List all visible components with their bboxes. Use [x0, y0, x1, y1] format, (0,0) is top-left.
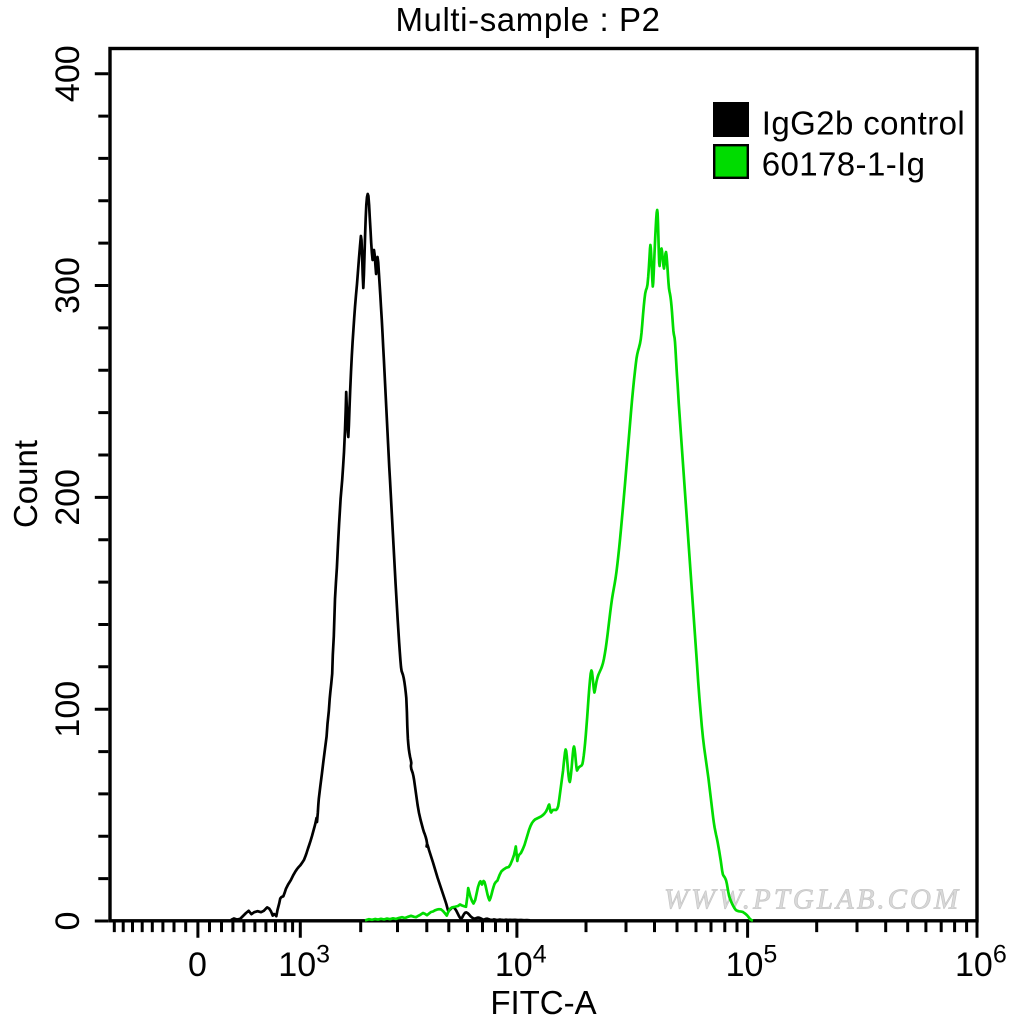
svg-text:0: 0	[49, 912, 87, 931]
svg-text:60178-1-Ig: 60178-1-Ig	[762, 146, 926, 183]
svg-text:103: 103	[278, 941, 330, 985]
svg-text:100: 100	[49, 681, 87, 738]
svg-text:300: 300	[49, 257, 87, 314]
svg-text:400: 400	[49, 45, 87, 102]
svg-text:WWW.PTGLAB.COM: WWW.PTGLAB.COM	[664, 884, 961, 916]
svg-text:Multi-sample : P2: Multi-sample : P2	[395, 1, 660, 38]
svg-text:200: 200	[49, 469, 87, 526]
svg-text:FITC-A: FITC-A	[490, 984, 596, 1021]
svg-text:0: 0	[188, 946, 207, 984]
svg-text:IgG2b control: IgG2b control	[762, 105, 965, 142]
svg-text:Count: Count	[7, 440, 44, 528]
